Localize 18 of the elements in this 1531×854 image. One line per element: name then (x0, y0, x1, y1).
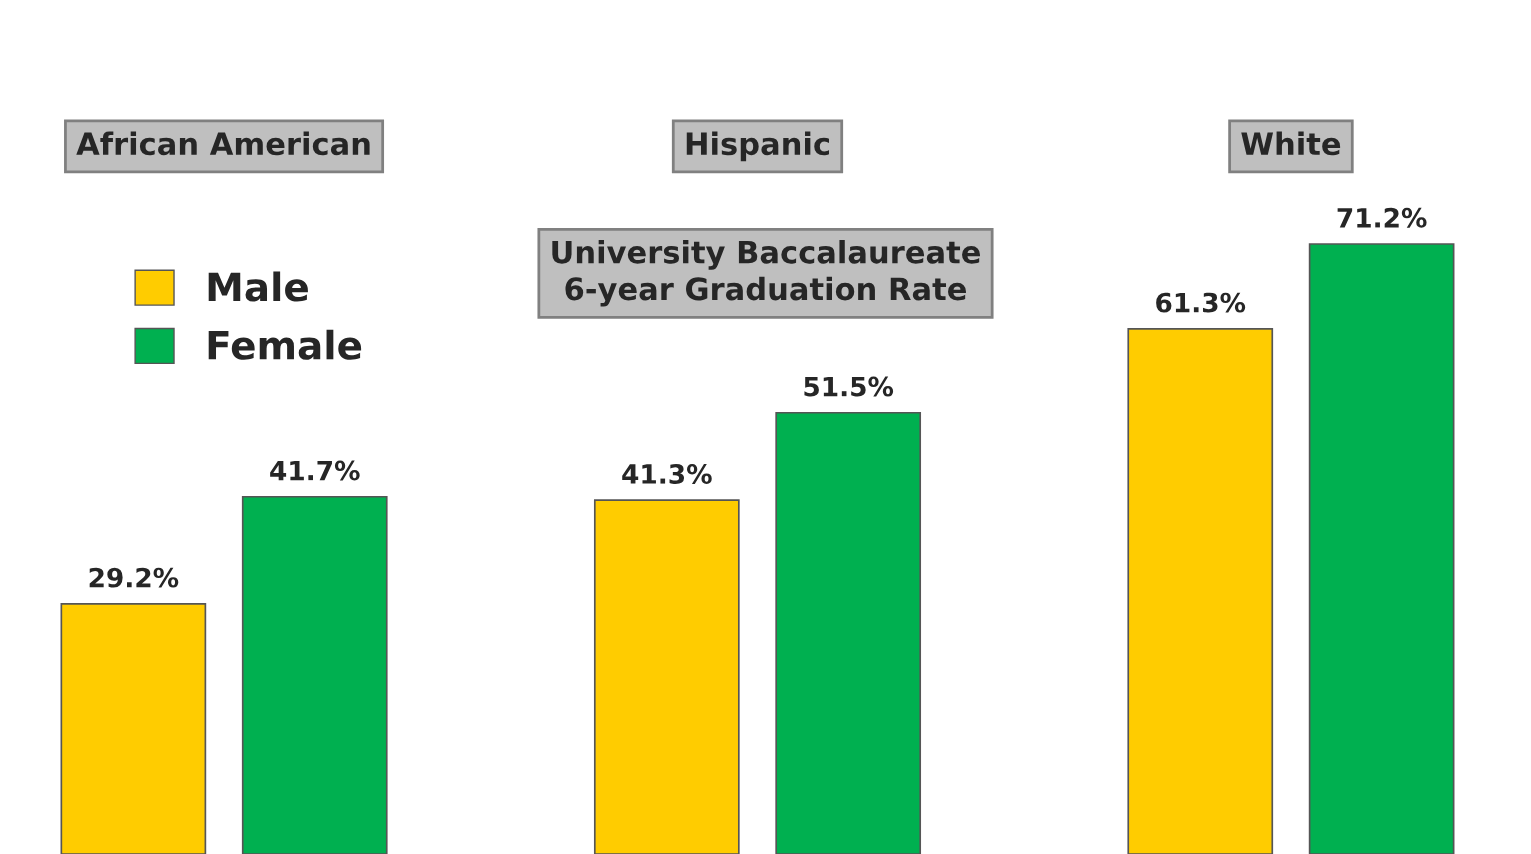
bar (241, 495, 388, 854)
data-label: 29.2% (89, 567, 179, 588)
x-tick-label: African American (76, 131, 370, 156)
legend-label: Male (208, 271, 308, 302)
bar (593, 499, 740, 854)
legend-label: Female (208, 329, 362, 360)
chart-title: University Baccalaureate 6-year Graduation Rate (552, 239, 980, 307)
bar (775, 411, 922, 854)
x-tick-label: Hispanic (686, 131, 829, 162)
data-label: 61.3% (1156, 292, 1246, 313)
bar (1308, 243, 1455, 854)
bar (1127, 327, 1274, 854)
data-label: 41.3% (622, 463, 712, 484)
x-tick-label: White (1241, 131, 1341, 156)
data-label: 51.5% (804, 376, 894, 397)
data-label: 41.7% (270, 460, 360, 481)
bar (60, 602, 207, 854)
data-label: 71.2% (1337, 207, 1427, 228)
